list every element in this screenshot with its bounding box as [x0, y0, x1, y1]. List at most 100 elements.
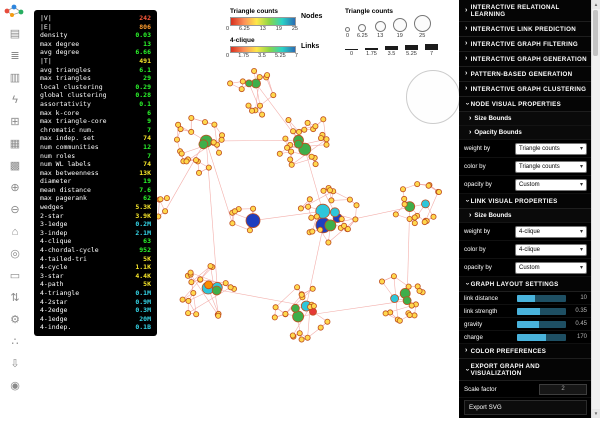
- app-logo-icon[interactable]: [3, 3, 27, 24]
- graph-node[interactable]: [354, 203, 359, 208]
- graph-node[interactable]: [407, 216, 412, 221]
- graph-node[interactable]: [407, 313, 412, 318]
- graph-node[interactable]: [265, 73, 270, 78]
- graph-node[interactable]: [293, 311, 304, 322]
- graph-node[interactable]: [402, 202, 407, 207]
- graph-node[interactable]: [422, 220, 427, 225]
- graph-node[interactable]: [324, 142, 329, 147]
- graph-node[interactable]: [393, 212, 398, 217]
- section-node-visual-properties[interactable]: ›Node Visual Properties: [459, 97, 592, 112]
- graph-node[interactable]: [257, 103, 262, 108]
- subsection-opacity-bounds[interactable]: ›Opacity Bounds: [459, 126, 592, 140]
- link-visual-properties-weight-by-select[interactable]: 4-clique▾: [515, 226, 587, 238]
- download-icon[interactable]: ⇩: [7, 358, 23, 371]
- graph-node[interactable]: [307, 197, 312, 202]
- graph-node[interactable]: [383, 311, 388, 316]
- graph-node[interactable]: [228, 81, 233, 86]
- graph-node[interactable]: [313, 124, 318, 129]
- graph-node[interactable]: [324, 137, 329, 142]
- graph-node[interactable]: [290, 333, 295, 338]
- graph-node[interactable]: [164, 196, 169, 201]
- graph-node[interactable]: [431, 214, 436, 219]
- gravity-slider[interactable]: [517, 321, 567, 328]
- graph-node[interactable]: [202, 120, 207, 125]
- graph-node[interactable]: [289, 162, 294, 167]
- graph-node[interactable]: [176, 122, 181, 127]
- charge-slider[interactable]: [517, 334, 567, 341]
- graph-node[interactable]: [329, 198, 334, 203]
- graph-node[interactable]: [406, 284, 411, 289]
- link-visual-properties-color-by-select[interactable]: 4-clique▾: [515, 244, 587, 256]
- scrollbar-up-icon[interactable]: ▲: [592, 0, 600, 9]
- graph-node[interactable]: [400, 187, 405, 192]
- news-icon[interactable]: ▥: [7, 72, 23, 85]
- graph-node[interactable]: [212, 286, 221, 295]
- gears-icon[interactable]: ⚙: [7, 314, 23, 327]
- graph-node[interactable]: [272, 315, 277, 320]
- home-icon[interactable]: ⌂: [7, 226, 23, 239]
- graph-node[interactable]: [189, 280, 194, 285]
- graph-node[interactable]: [194, 312, 199, 317]
- zoom-in-icon[interactable]: ⊕: [7, 182, 23, 195]
- table-icon[interactable]: ⊞: [7, 116, 23, 129]
- graph-node[interactable]: [230, 221, 235, 226]
- graph-node[interactable]: [318, 227, 323, 232]
- graph-node[interactable]: [283, 136, 288, 141]
- graph-node[interactable]: [309, 154, 314, 159]
- graph-node[interactable]: [295, 285, 300, 290]
- scrollbar-down-icon[interactable]: ▼: [592, 409, 600, 418]
- graph-node[interactable]: [327, 188, 332, 193]
- graph-node[interactable]: [353, 217, 358, 222]
- node-visual-properties-color-by-select[interactable]: Triangle counts▾: [515, 161, 587, 173]
- graph-node[interactable]: [206, 165, 211, 170]
- graph-node[interactable]: [330, 208, 339, 217]
- camera-icon[interactable]: ◉: [7, 380, 23, 393]
- graph-node[interactable]: [174, 137, 179, 142]
- section-interactive-graph-clustering[interactable]: ›Interactive Graph Clustering: [459, 82, 592, 97]
- graph-node[interactable]: [277, 151, 282, 156]
- graph-node[interactable]: [212, 122, 217, 127]
- graph-node[interactable]: [294, 140, 302, 148]
- graph-node[interactable]: [345, 227, 350, 232]
- graph-node[interactable]: [391, 274, 396, 279]
- section-color-preferences[interactable]: ›Color Preferences: [459, 344, 592, 359]
- graph-node[interactable]: [314, 214, 319, 219]
- graph-node[interactable]: [232, 209, 237, 214]
- graph-node[interactable]: [313, 162, 318, 167]
- graph-node[interactable]: [318, 136, 323, 141]
- graph-node[interactable]: [216, 150, 221, 155]
- section-export-graph-and-visualization[interactable]: ›Export Graph and VISualization: [459, 359, 592, 381]
- graph-node[interactable]: [397, 318, 402, 323]
- subsection-size-bounds[interactable]: ›Size Bounds: [459, 112, 592, 126]
- graph-node[interactable]: [251, 206, 256, 211]
- graph-node[interactable]: [325, 319, 330, 324]
- graph-node[interactable]: [426, 183, 431, 188]
- calendar-icon[interactable]: ▩: [7, 160, 23, 173]
- scale-factor-input[interactable]: 2: [539, 384, 587, 395]
- link-distance-slider[interactable]: [517, 295, 567, 302]
- graph-node[interactable]: [347, 197, 352, 202]
- book-icon[interactable]: ≣: [7, 50, 23, 63]
- graph-node[interactable]: [188, 270, 193, 275]
- selection-lens[interactable]: [406, 70, 460, 124]
- graph-node[interactable]: [415, 182, 420, 187]
- graph-node[interactable]: [402, 196, 407, 201]
- section-interactive-link-prediction[interactable]: ›Interactive Link Prediction: [459, 22, 592, 37]
- bar-chart-icon[interactable]: ▤: [7, 28, 23, 41]
- section-interactive-relational-learning[interactable]: ›Interactive Relational Learning: [459, 0, 592, 22]
- layers-icon[interactable]: ⇅: [7, 292, 23, 305]
- scrollbar-thumb[interactable]: [593, 10, 598, 56]
- graph-node[interactable]: [223, 281, 228, 286]
- graph-node[interactable]: [240, 79, 245, 84]
- graph-node[interactable]: [379, 279, 384, 284]
- node-visual-properties-weight-by-select[interactable]: Triangle counts▾: [515, 143, 587, 155]
- graph-node[interactable]: [305, 335, 310, 340]
- section-pattern-based-generation[interactable]: ›Pattern-based Generation: [459, 67, 592, 82]
- graph-node[interactable]: [291, 304, 299, 312]
- graph-node[interactable]: [246, 80, 253, 87]
- link-strength-slider[interactable]: [517, 308, 567, 315]
- graph-node[interactable]: [409, 303, 414, 308]
- target-icon[interactable]: ◎: [7, 248, 23, 261]
- graph-node[interactable]: [309, 215, 314, 220]
- graph-node[interactable]: [436, 189, 441, 194]
